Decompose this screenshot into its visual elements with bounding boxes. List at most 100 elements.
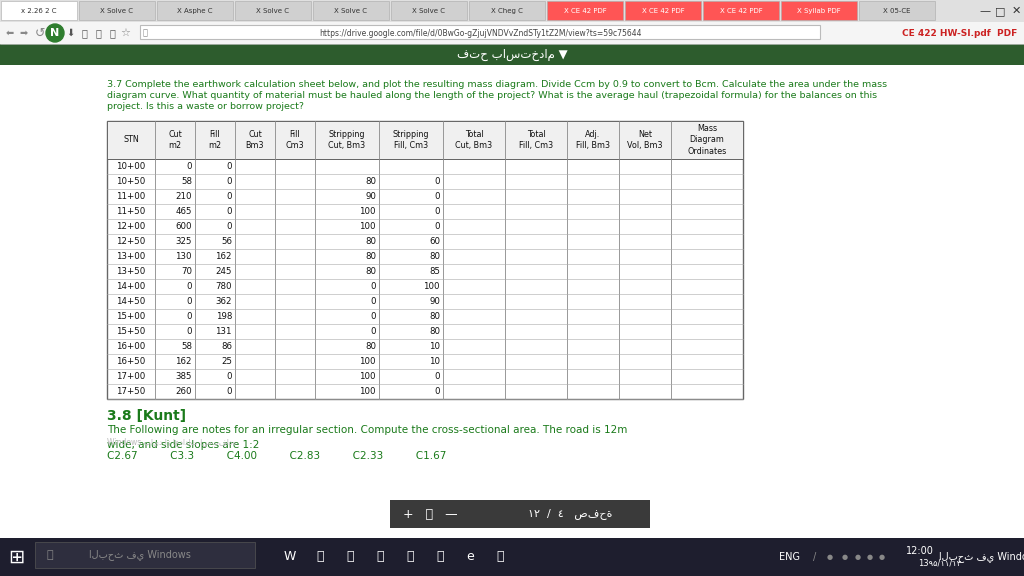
Bar	[157, 1, 233, 20]
Text: 0: 0	[434, 372, 440, 381]
Text: CE 422 HW-SI.pdf  PDF: CE 422 HW-SI.pdf PDF	[902, 28, 1018, 37]
Text: 0: 0	[226, 372, 232, 381]
Text: X Solve C: X Solve C	[100, 8, 133, 14]
Text: 🔒: 🔒	[407, 551, 414, 563]
Text: □: □	[994, 6, 1006, 16]
Bar	[1, 1, 77, 20]
Text: البحث في Windows: البحث في Windows	[939, 552, 1024, 563]
Text: 210: 210	[175, 192, 193, 201]
Text: ١٢  /  ٤   صفحة: ١٢ / ٤ صفحة	[527, 509, 612, 520]
Text: ⬇: ⬇	[66, 28, 74, 38]
Bar	[391, 1, 467, 20]
Text: 11+00: 11+00	[117, 192, 145, 201]
Text: x 2.26 2 C: x 2.26 2 C	[22, 8, 56, 14]
Text: 13+50: 13+50	[117, 267, 145, 276]
Text: 85: 85	[429, 267, 440, 276]
Text: 🌐: 🌐	[316, 551, 324, 563]
Text: Fill
m2: Fill m2	[209, 130, 221, 150]
Text: 80: 80	[429, 252, 440, 261]
Text: 60: 60	[429, 237, 440, 246]
Text: 0: 0	[226, 162, 232, 171]
Bar	[547, 1, 623, 20]
Text: 17+00: 17+00	[117, 372, 145, 381]
Text: 0: 0	[371, 297, 376, 306]
Text: C2.67          C3.3          C4.00          C2.83          C2.33          C1.67: C2.67 C3.3 C4.00 C2.83 C2.33 C1.67	[106, 451, 446, 461]
Text: Fill
Cm3: Fill Cm3	[286, 130, 304, 150]
Text: X Syllab PDF: X Syllab PDF	[797, 8, 841, 14]
Text: N: N	[50, 28, 59, 38]
Text: 11+50: 11+50	[117, 207, 145, 216]
Text: 10+50: 10+50	[117, 177, 145, 186]
Bar	[469, 1, 545, 20]
Text: ⬅: ⬅	[6, 28, 14, 38]
Text: 📁: 📁	[346, 551, 353, 563]
Bar	[0, 65, 1024, 538]
Text: e: e	[466, 551, 474, 563]
Text: 58: 58	[181, 177, 193, 186]
Text: 0: 0	[371, 282, 376, 291]
Text: 13۹۵/۱۱/۱۳: 13۹۵/۱۱/۱۳	[919, 559, 962, 567]
Text: 130: 130	[175, 252, 193, 261]
Text: 15+50: 15+50	[117, 327, 145, 336]
Text: 80: 80	[365, 267, 376, 276]
Text: 56: 56	[221, 237, 232, 246]
Bar	[234, 1, 311, 20]
Text: diagram curve. What quantity of material must be hauled along the length of the : diagram curve. What quantity of material…	[106, 91, 878, 100]
Text: 0: 0	[371, 327, 376, 336]
Text: X Solve C: X Solve C	[335, 8, 368, 14]
Text: 80: 80	[365, 237, 376, 246]
Text: Stripping
Fill, Cm3: Stripping Fill, Cm3	[393, 130, 429, 150]
Text: 100: 100	[424, 282, 440, 291]
Bar	[106, 121, 743, 159]
Text: 📧: 📧	[436, 551, 443, 563]
Text: 10+00: 10+00	[117, 162, 145, 171]
Bar	[0, 22, 1024, 44]
Text: 80: 80	[365, 342, 376, 351]
Text: 🔒: 🔒	[142, 28, 147, 37]
Text: X CE 42 PDF: X CE 42 PDF	[563, 8, 606, 14]
Text: 13+00: 13+00	[117, 252, 145, 261]
Text: فتح باستخدام ▼: فتح باستخدام ▼	[457, 48, 567, 61]
Text: 16+50: 16+50	[117, 357, 145, 366]
Text: 260: 260	[175, 387, 193, 396]
Text: 245: 245	[215, 267, 232, 276]
Text: X 05-CE: X 05-CE	[884, 8, 910, 14]
Text: 100: 100	[359, 372, 376, 381]
Text: 🔍: 🔍	[47, 550, 53, 560]
Text: 0: 0	[226, 192, 232, 201]
Text: 0: 0	[371, 312, 376, 321]
Text: 385: 385	[175, 372, 193, 381]
Text: 465: 465	[175, 207, 193, 216]
Text: 0: 0	[186, 312, 193, 321]
Text: 600: 600	[175, 222, 193, 231]
Bar	[0, 0, 1024, 22]
Text: ➡: ➡	[19, 28, 28, 38]
Text: 0: 0	[226, 222, 232, 231]
Text: 0: 0	[226, 387, 232, 396]
Bar	[106, 121, 743, 399]
Text: 100: 100	[359, 357, 376, 366]
Text: ENG: ENG	[779, 552, 801, 562]
Text: 25: 25	[221, 357, 232, 366]
Text: X Asphe C: X Asphe C	[177, 8, 213, 14]
Circle shape	[46, 24, 63, 42]
Text: 16+00: 16+00	[117, 342, 145, 351]
Text: 14+50: 14+50	[117, 297, 145, 306]
Bar	[390, 500, 650, 528]
Text: Mass
Diagram
Ordinates: Mass Diagram Ordinates	[687, 124, 727, 156]
Text: 100: 100	[359, 222, 376, 231]
Text: ●: ●	[879, 554, 885, 560]
Text: Adj.
Fill, Bm3: Adj. Fill, Bm3	[575, 130, 610, 150]
Text: 0: 0	[434, 177, 440, 186]
Text: Net
Vol, Bm3: Net Vol, Bm3	[628, 130, 663, 150]
Text: ⬛: ⬛	[376, 551, 384, 563]
Text: 100: 100	[359, 207, 376, 216]
Text: 0: 0	[434, 222, 440, 231]
Text: STN: STN	[123, 135, 139, 145]
Text: W: W	[284, 551, 296, 563]
Text: 780: 780	[215, 282, 232, 291]
Text: 0: 0	[186, 297, 193, 306]
Text: https://drive.google.com/file/d/0BwGo-gZjujVNDVvZndSTy1tZ2M/view?ts=59c75644: https://drive.google.com/file/d/0BwGo-gZ…	[318, 28, 641, 37]
Text: 👤: 👤	[110, 28, 115, 38]
Text: ✕: ✕	[1012, 6, 1021, 16]
